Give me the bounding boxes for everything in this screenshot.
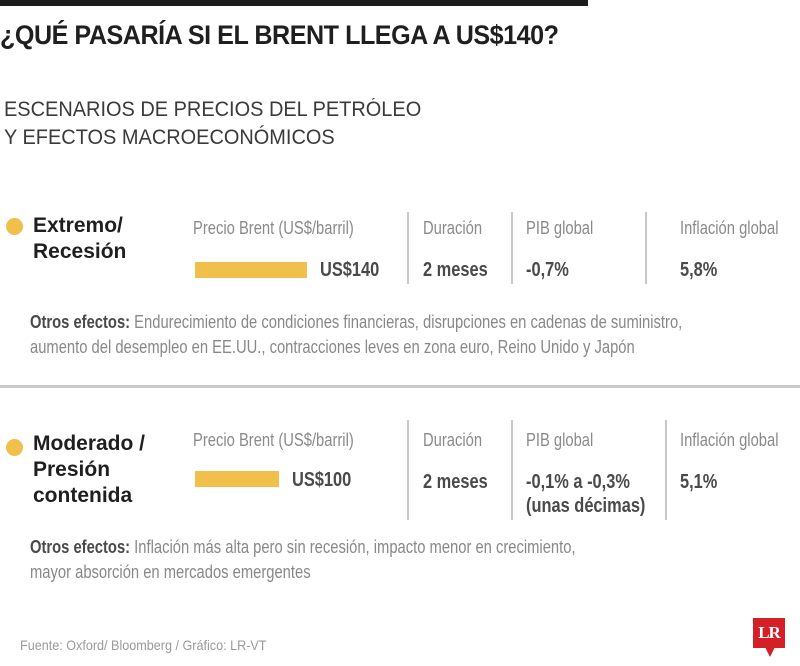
source-note: Fuente: Oxford/ Bloomberg / Gráfico: LR-… — [20, 637, 267, 653]
subtitle-line-1: ESCENARIOS DE PRECIOS DEL PETRÓLEO — [4, 98, 422, 121]
column-divider — [511, 420, 513, 520]
scenario-bullet-icon — [6, 218, 23, 235]
gdp-value: -0,1% a -0,3% (unas décimas) — [526, 471, 646, 517]
column-divider — [645, 212, 647, 284]
lr-logo-icon: LR — [753, 618, 785, 657]
other-effects: Otros efectos: Inflación más alta pero s… — [30, 535, 576, 585]
scenario-name: Moderado / Presión contenida — [33, 432, 146, 507]
duration-value: 2 meses — [423, 259, 488, 281]
column-divider — [407, 212, 409, 284]
subtitle-line-2: Y EFECTOS MACROECONÓMICOS — [4, 126, 335, 149]
effects-line-1: Otros efectos: Inflación más alta pero s… — [30, 535, 576, 560]
scenario-name: Extremo/ Recesión — [33, 214, 127, 263]
effects-text-1: Endurecimiento de condiciones financiera… — [134, 312, 683, 332]
gdp-label: PIB global — [526, 430, 594, 450]
price-label: Precio Brent (US$/barril) — [193, 430, 354, 450]
effects-text-2: aumento del desempleo en EE.UU., contrac… — [30, 337, 635, 357]
effects-text-1: Inflación más alta pero sin recesión, im… — [134, 537, 576, 557]
price-bar — [195, 262, 307, 278]
effects-line-1: Otros efectos: Endurecimiento de condici… — [30, 310, 682, 335]
inflation-value: 5,8% — [680, 259, 718, 281]
inflation-label: Inflación global — [680, 430, 779, 450]
duration-label: Duración — [423, 430, 483, 450]
effects-label: Otros efectos: — [30, 537, 131, 557]
effects-text-2: mayor absorción en mercados emergentes — [30, 562, 311, 582]
price-label: Precio Brent (US$/barril) — [193, 218, 354, 238]
page-subtitle: ESCENARIOS DE PRECIOS DEL PETRÓLEO Y EFE… — [4, 96, 421, 152]
top-rule — [0, 0, 588, 6]
column-divider — [407, 420, 409, 520]
inflation-value: 5,1% — [680, 471, 718, 493]
inflation-label: Inflación global — [680, 218, 779, 238]
price-bar — [195, 471, 279, 487]
price-value: US$140 — [320, 259, 380, 281]
column-divider — [511, 212, 513, 284]
price-value: US$100 — [292, 469, 352, 491]
duration-label: Duración — [423, 218, 483, 238]
section-divider — [0, 385, 800, 388]
other-effects: Otros efectos: Endurecimiento de condici… — [30, 310, 682, 360]
gdp-value: -0,7% — [526, 259, 569, 281]
effects-label: Otros efectos: — [30, 312, 131, 332]
duration-value: 2 meses — [423, 471, 488, 493]
gdp-label: PIB global — [526, 218, 594, 238]
scenario-bullet-icon — [6, 439, 23, 456]
column-divider — [665, 420, 667, 520]
page-title: ¿QUÉ PASARÍA SI EL BRENT LLEGA A US$140? — [0, 20, 559, 50]
